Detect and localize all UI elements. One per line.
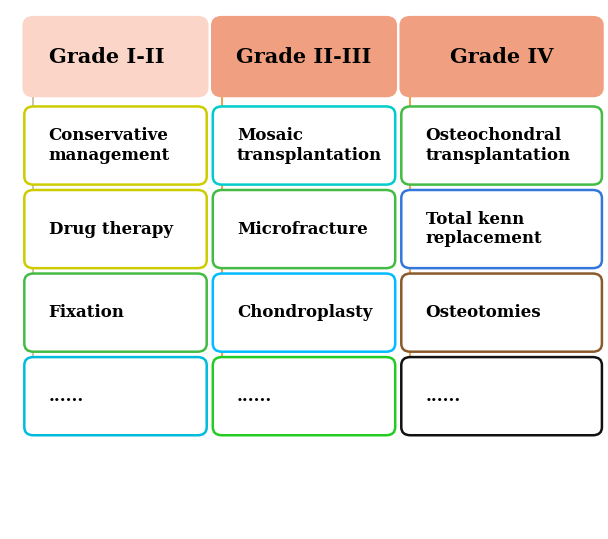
FancyBboxPatch shape (213, 190, 395, 268)
FancyBboxPatch shape (22, 16, 209, 97)
FancyBboxPatch shape (401, 357, 602, 436)
FancyBboxPatch shape (24, 107, 207, 184)
Text: Total kenn
replacement: Total kenn replacement (426, 211, 542, 247)
FancyBboxPatch shape (213, 107, 395, 184)
Text: Drug therapy: Drug therapy (49, 220, 173, 238)
Text: ......: ...... (426, 388, 461, 405)
FancyBboxPatch shape (24, 357, 207, 436)
FancyBboxPatch shape (211, 16, 397, 97)
Text: ......: ...... (49, 388, 84, 405)
Text: Fixation: Fixation (49, 304, 125, 321)
Text: Conservative
management: Conservative management (49, 127, 170, 164)
FancyBboxPatch shape (401, 107, 602, 184)
Text: Grade IV: Grade IV (450, 46, 553, 67)
FancyBboxPatch shape (399, 16, 604, 97)
FancyBboxPatch shape (24, 190, 207, 268)
FancyBboxPatch shape (213, 357, 395, 436)
Text: Grade I-II: Grade I-II (49, 46, 164, 67)
FancyBboxPatch shape (213, 274, 395, 352)
FancyBboxPatch shape (401, 274, 602, 352)
Text: ......: ...... (237, 388, 272, 405)
Text: Microfracture: Microfracture (237, 220, 368, 238)
FancyBboxPatch shape (24, 274, 207, 352)
FancyBboxPatch shape (401, 190, 602, 268)
Text: Osteotomies: Osteotomies (426, 304, 541, 321)
Text: Grade II-III: Grade II-III (237, 46, 371, 67)
Text: Chondroplasty: Chondroplasty (237, 304, 373, 321)
Text: Osteochondral
transplantation: Osteochondral transplantation (426, 127, 571, 164)
Text: Mosaic
transplantation: Mosaic transplantation (237, 127, 382, 164)
